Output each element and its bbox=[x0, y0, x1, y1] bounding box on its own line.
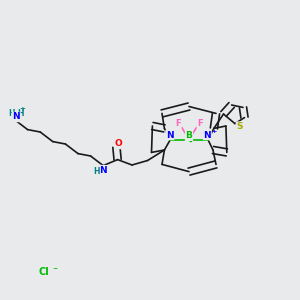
Text: H: H bbox=[93, 167, 100, 176]
Text: S: S bbox=[236, 122, 243, 131]
Text: ⁻: ⁻ bbox=[52, 266, 57, 276]
Text: +: + bbox=[211, 129, 217, 134]
Text: H: H bbox=[9, 109, 15, 118]
Text: F: F bbox=[197, 119, 203, 128]
Text: N: N bbox=[12, 112, 20, 122]
Text: N: N bbox=[166, 130, 174, 140]
Text: F: F bbox=[176, 119, 181, 128]
Text: N: N bbox=[99, 166, 106, 175]
Text: O: O bbox=[115, 140, 123, 148]
Text: +: + bbox=[19, 106, 25, 112]
Text: Cl: Cl bbox=[38, 267, 49, 278]
Text: N: N bbox=[203, 130, 211, 140]
Text: -: - bbox=[188, 137, 192, 146]
Text: H: H bbox=[17, 109, 24, 118]
Text: B: B bbox=[186, 131, 192, 140]
